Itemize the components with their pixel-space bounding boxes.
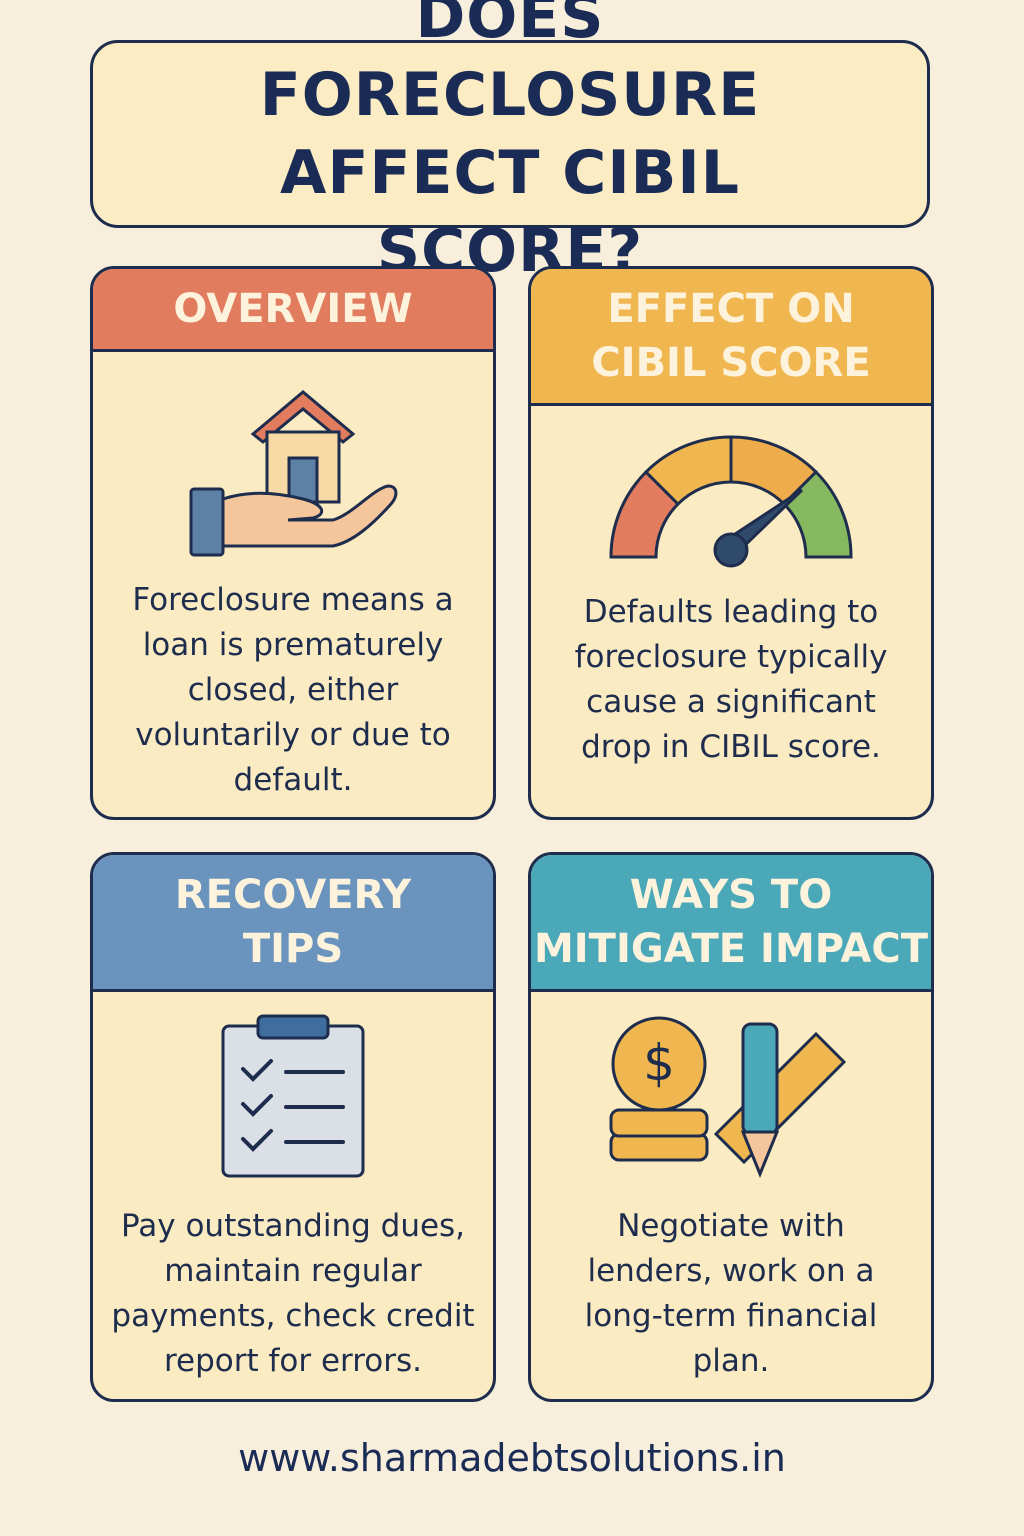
card-overview: OVERVIEW Foreclosure means a loan is pre…	[90, 266, 496, 820]
card-heading: RECOVERY TIPS	[93, 855, 493, 992]
card-recovery-tips: RECOVERY TIPS Pay outstanding dues, main…	[90, 852, 496, 1402]
speedometer-gauge-icon	[531, 432, 931, 572]
card-text: Foreclosure means a loan is prematurely …	[132, 582, 454, 798]
card-heading: WAYS TO MITIGATE IMPACT	[531, 855, 931, 992]
card-text: Pay outstanding dues, maintain regular p…	[111, 1208, 475, 1379]
card-text: Negotiate with lenders, work on a long-t…	[584, 1208, 878, 1379]
svg-text:$: $	[643, 1034, 675, 1092]
hand-holding-house-icon	[93, 374, 493, 564]
card-text: Defaults leading to foreclosure typicall…	[574, 594, 888, 765]
card-heading: EFFECT ON CIBIL SCORE	[531, 269, 931, 406]
title-box: DOES FORECLOSURE AFFECT CIBIL SCORE?	[90, 0, 930, 286]
page-title: DOES FORECLOSURE AFFECT CIBIL SCORE?	[259, 0, 761, 286]
card-effect-on-cibil: EFFECT ON CIBIL SCORE Defaults leading t…	[528, 266, 934, 820]
coins-pencil-ruler-icon: $	[531, 1014, 931, 1184]
card-ways-to-mitigate: WAYS TO MITIGATE IMPACT $ Negotiate with…	[528, 852, 934, 1402]
checklist-clipboard-icon	[93, 1014, 493, 1184]
card-heading: OVERVIEW	[93, 269, 493, 352]
website-url: www.sharmadebtsolutions.in	[238, 1436, 786, 1480]
